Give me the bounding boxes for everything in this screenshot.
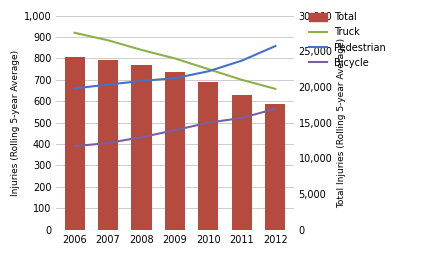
Pedestrian (72, 87, 77, 90)
Bar (98, 60, 118, 230)
Bicycle (139, 136, 144, 139)
Bar (232, 95, 252, 230)
Line: Truck: Truck (75, 33, 275, 89)
Line: Pedestrian: Pedestrian (75, 46, 275, 88)
Pedestrian (105, 83, 111, 86)
Bicycle (172, 129, 178, 132)
Pedestrian (239, 59, 245, 62)
Bicycle (273, 107, 278, 110)
Bar (64, 57, 85, 230)
Truck (139, 48, 144, 51)
Y-axis label: Injuries (Rolling 5-year Average): Injuries (Rolling 5-year Average) (10, 50, 19, 196)
Pedestrian (206, 70, 211, 73)
Bar (131, 65, 152, 230)
Y-axis label: Total Injuries (Rolling 5-year Average): Total Injuries (Rolling 5-year Average) (337, 38, 346, 208)
Pedestrian (273, 44, 278, 48)
Pedestrian (139, 79, 144, 82)
Bicycle (105, 141, 111, 145)
Truck (105, 39, 111, 42)
Truck (239, 78, 245, 81)
Bicycle (72, 145, 77, 148)
Bar (198, 82, 219, 230)
Line: Bicycle: Bicycle (75, 109, 275, 146)
Legend: Total, Truck, Pedestrian, Bicycle: Total, Truck, Pedestrian, Bicycle (307, 10, 388, 70)
Truck (72, 31, 77, 34)
Truck (206, 68, 211, 71)
Bicycle (206, 121, 211, 124)
Truck (172, 57, 178, 60)
Bar (265, 104, 286, 230)
Truck (273, 87, 278, 90)
Bicycle (239, 116, 245, 120)
Bar (165, 72, 185, 230)
Pedestrian (172, 76, 178, 80)
